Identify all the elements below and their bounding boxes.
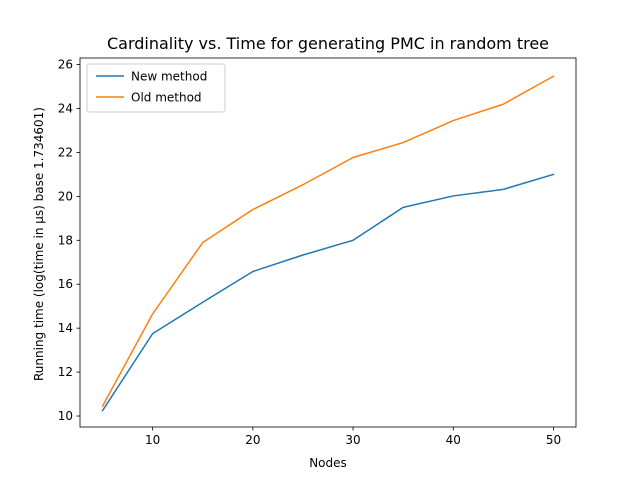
axes-frame — [79, 57, 577, 428]
series-line-2 — [101, 75, 555, 408]
x-tick-label: 20 — [245, 433, 260, 447]
chart-title: Cardinality vs. Time for generating PMC … — [107, 34, 549, 53]
y-tick-label: 26 — [58, 58, 73, 72]
legend-label-1: New method — [131, 70, 207, 84]
x-tick-label: 30 — [345, 433, 360, 447]
y-tick-label: 20 — [58, 189, 73, 203]
plot-area: 10 20 30 40 50 10 12 14 16 18 20 22 24 26 New method Ol… — [58, 57, 577, 447]
x-tick-label: 10 — [145, 433, 160, 447]
y-tick-label: 18 — [58, 233, 73, 247]
x-tick-label: 40 — [446, 433, 461, 447]
x-axis-label: Nodes — [309, 456, 347, 470]
y-tick-label: 14 — [58, 321, 73, 335]
legend-label-2: Old method — [131, 91, 202, 105]
y-tick-label: 12 — [58, 365, 73, 379]
y-tick-label: 10 — [58, 409, 73, 423]
x-tick-label: 50 — [546, 433, 561, 447]
y-axis-label: Running time (log(time in μs) base 1.734… — [32, 107, 46, 381]
y-tick-label: 22 — [58, 145, 73, 159]
y-tick-label: 16 — [58, 277, 73, 291]
series-line-1 — [101, 173, 555, 412]
y-tick-label: 24 — [58, 102, 73, 116]
